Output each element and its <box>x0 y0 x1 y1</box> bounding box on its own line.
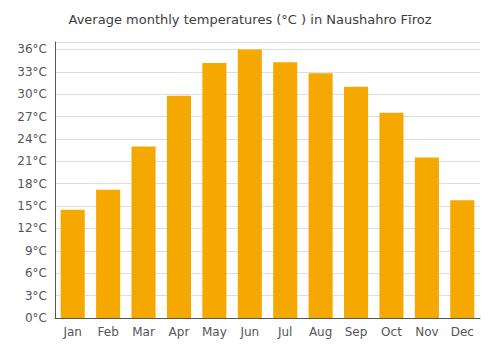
svg-text:Jan: Jan <box>62 325 82 339</box>
svg-text:12°C: 12°C <box>17 221 47 235</box>
svg-text:27°C: 27°C <box>17 110 47 124</box>
svg-text:24°C: 24°C <box>17 132 47 146</box>
svg-text:Nov: Nov <box>415 325 438 339</box>
svg-text:Oct: Oct <box>381 325 402 339</box>
svg-text:33°C: 33°C <box>17 65 47 79</box>
svg-text:0°C: 0°C <box>25 311 47 325</box>
svg-text:36°C: 36°C <box>17 42 47 56</box>
svg-text:Jul: Jul <box>277 325 292 339</box>
svg-text:9°C: 9°C <box>25 244 47 258</box>
svg-text:Jun: Jun <box>239 325 259 339</box>
svg-text:May: May <box>202 325 227 339</box>
svg-text:3°C: 3°C <box>25 289 47 303</box>
svg-text:18°C: 18°C <box>17 177 47 191</box>
svg-text:Aug: Aug <box>309 325 332 339</box>
svg-text:Dec: Dec <box>451 325 474 339</box>
svg-text:Apr: Apr <box>169 325 190 339</box>
svg-text:15°C: 15°C <box>17 199 47 213</box>
svg-text:Mar: Mar <box>132 325 155 339</box>
svg-text:30°C: 30°C <box>17 87 47 101</box>
svg-text:Sep: Sep <box>345 325 368 339</box>
svg-text:21°C: 21°C <box>17 154 47 168</box>
svg-text:Feb: Feb <box>98 325 119 339</box>
svg-text:6°C: 6°C <box>25 266 47 280</box>
svg-text:Average monthly temperatures (: Average monthly temperatures (°C ) in Na… <box>69 12 432 27</box>
